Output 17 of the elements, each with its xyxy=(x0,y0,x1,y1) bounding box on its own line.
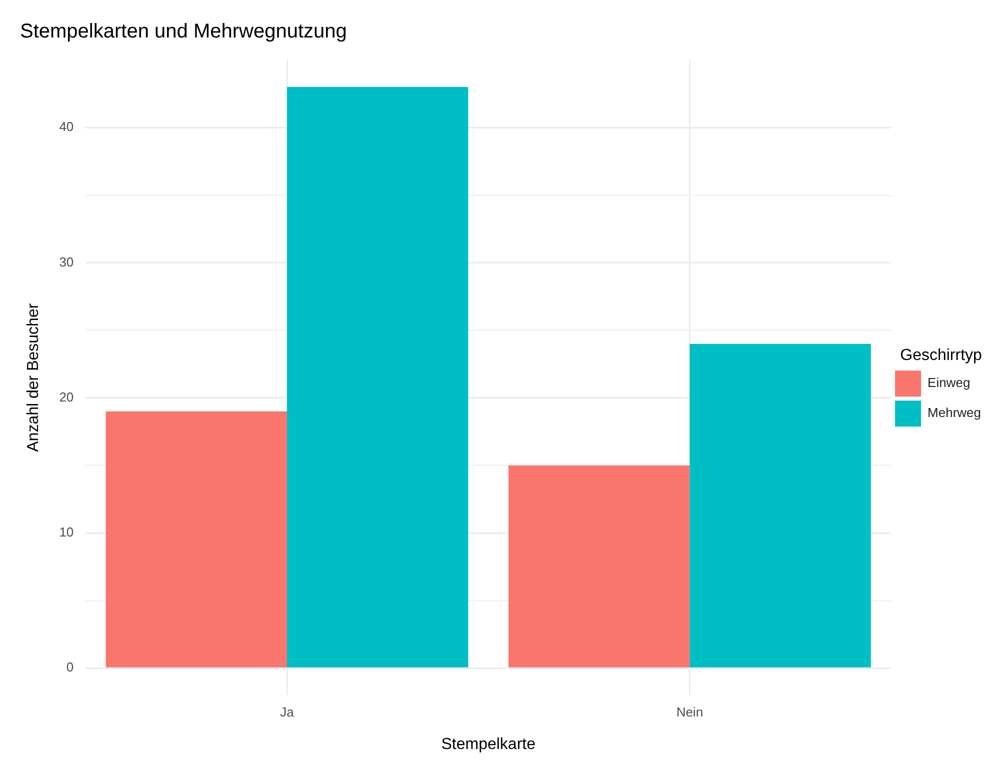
y-tick-label: 20 xyxy=(59,389,74,404)
bar xyxy=(690,344,871,668)
legend-title: Geschirrtyp xyxy=(900,346,982,364)
y-tick-label: 30 xyxy=(59,254,74,270)
bar xyxy=(287,87,468,668)
legend-label: Mehrweg xyxy=(928,405,981,420)
y-tick-label: 40 xyxy=(59,119,74,134)
x-axis-title: Stempelkarte xyxy=(441,736,536,753)
y-axis-title: Anzahl der Besucher xyxy=(25,302,42,452)
y-tick-label: 0 xyxy=(66,660,74,675)
y-tick-label: 10 xyxy=(59,524,74,540)
x-tick-label: Ja xyxy=(280,704,295,720)
chart-title: Stempelkarten und Mehrwegnutzung xyxy=(20,20,347,43)
bar xyxy=(106,411,288,668)
x-tick-label: Nein xyxy=(676,704,704,720)
legend-label: Einweg xyxy=(928,375,970,390)
bar xyxy=(508,465,690,668)
